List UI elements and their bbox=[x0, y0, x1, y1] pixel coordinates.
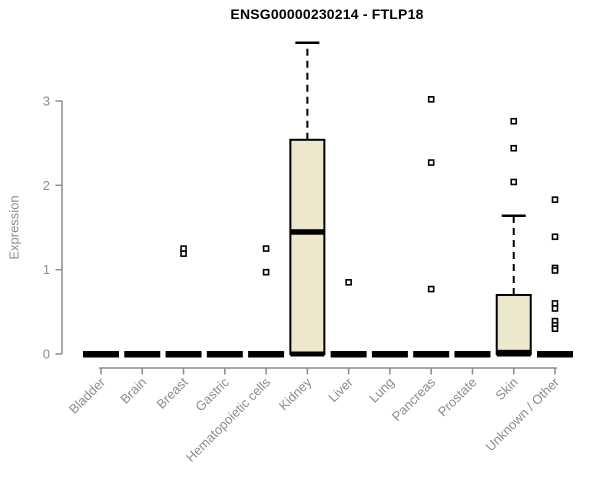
box-bottom-edge bbox=[290, 351, 325, 357]
y-axis-tick-label: 0 bbox=[43, 347, 50, 362]
collapsed-box bbox=[248, 351, 285, 358]
x-category-label: Pancreas bbox=[389, 374, 439, 424]
outlier-point bbox=[551, 267, 559, 274]
outlier-point bbox=[510, 117, 518, 125]
outlier-point bbox=[427, 285, 435, 293]
collapsed-box bbox=[124, 351, 161, 358]
x-category-label: Skin bbox=[492, 375, 520, 403]
x-category-label: Lung bbox=[366, 375, 397, 406]
x-category-label: Bladder bbox=[66, 374, 109, 417]
x-category-label: Brain bbox=[117, 375, 149, 407]
outlier-point bbox=[180, 250, 187, 257]
outlier-point bbox=[510, 144, 518, 152]
x-category-label: Kidney bbox=[276, 374, 315, 413]
box-median bbox=[290, 229, 325, 235]
y-axis-tick-label: 3 bbox=[43, 94, 50, 109]
x-category-label: Breast bbox=[153, 374, 190, 411]
outlier-point bbox=[427, 96, 435, 103]
outlier-point bbox=[180, 245, 187, 252]
box bbox=[289, 138, 326, 355]
x-category-label: Unknown / Other bbox=[483, 374, 563, 454]
collapsed-box bbox=[413, 351, 450, 358]
outlier-point bbox=[551, 325, 559, 333]
collapsed-box bbox=[330, 351, 367, 358]
outlier-point bbox=[551, 300, 559, 307]
outlier-point bbox=[262, 268, 270, 276]
outlier-point bbox=[551, 233, 559, 241]
outlier-point bbox=[551, 196, 559, 203]
collapsed-box bbox=[83, 351, 119, 358]
outlier-point bbox=[427, 159, 435, 166]
collapsed-box bbox=[165, 351, 202, 358]
outlier-point bbox=[345, 279, 352, 286]
y-axis-tick-label: 1 bbox=[43, 262, 50, 277]
x-category-label: Liver bbox=[325, 374, 356, 405]
collapsed-box bbox=[371, 351, 408, 358]
collapsed-box bbox=[206, 351, 243, 358]
outlier-point bbox=[510, 178, 518, 186]
chart-title: ENSG00000230214 - FTLP18 bbox=[230, 6, 424, 22]
x-category-label: Prostate bbox=[435, 375, 480, 420]
collapsed-box bbox=[454, 351, 491, 358]
outlier-point bbox=[262, 245, 270, 252]
x-category-label: Gastric bbox=[192, 374, 232, 414]
collapsed-box bbox=[537, 351, 573, 358]
outlier-point bbox=[551, 305, 559, 312]
y-axis-tick-label: 2 bbox=[43, 178, 50, 193]
box-median bbox=[496, 349, 531, 356]
box bbox=[495, 293, 532, 356]
